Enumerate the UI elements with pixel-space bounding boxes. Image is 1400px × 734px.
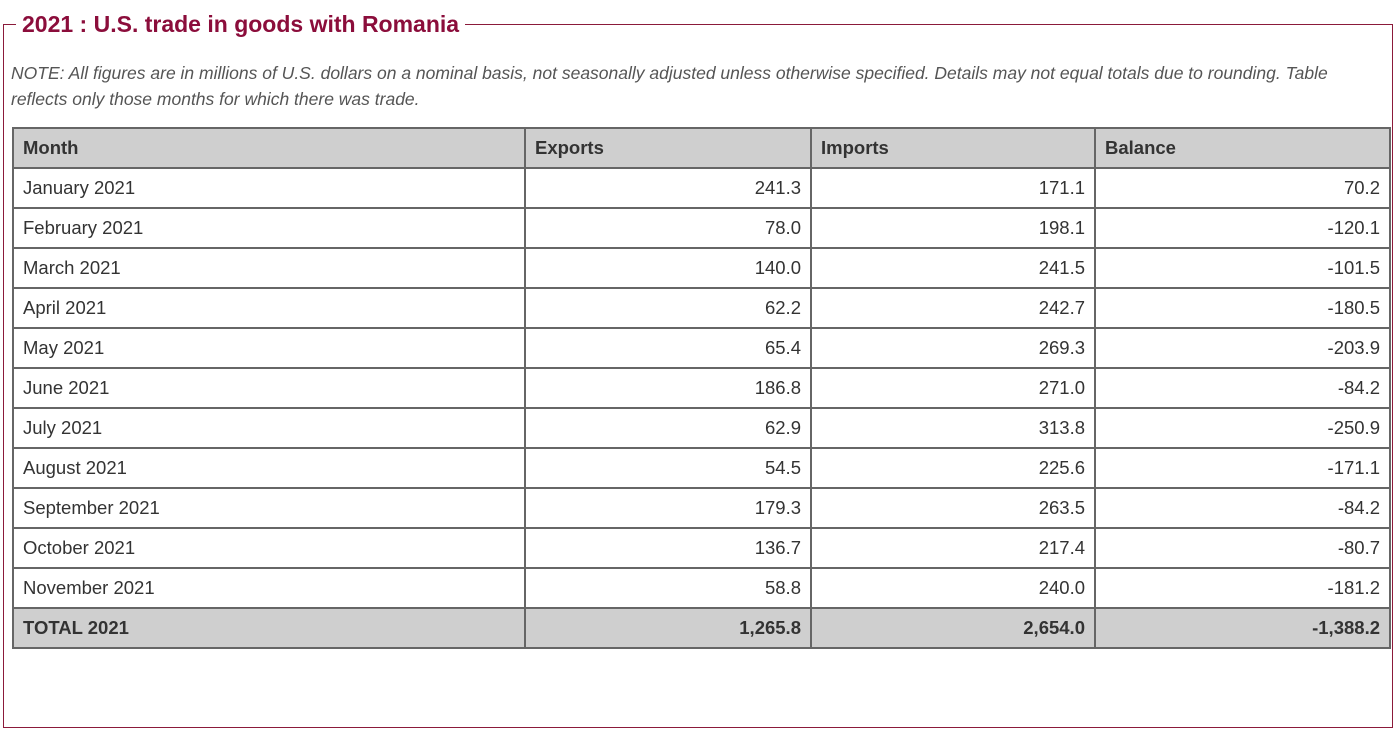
value-cell: 263.5 — [810, 487, 1096, 529]
value-cell: 70.2 — [1094, 167, 1391, 209]
table-row: October 2021 136.7 217.4 -80.7 — [12, 527, 1391, 569]
value-cell: -120.1 — [1094, 207, 1391, 249]
table-row: June 2021 186.8 271.0 -84.2 — [12, 367, 1391, 409]
total-cell: 2,654.0 — [810, 607, 1096, 649]
value-cell: 241.5 — [810, 247, 1096, 289]
total-row: TOTAL 2021 1,265.8 2,654.0 -1,388.2 — [12, 607, 1391, 649]
value-cell: 217.4 — [810, 527, 1096, 569]
value-cell: 171.1 — [810, 167, 1096, 209]
value-cell: 179.3 — [524, 487, 812, 529]
table-row: February 2021 78.0 198.1 -120.1 — [12, 207, 1391, 249]
table-body: January 2021 241.3 171.1 70.2 February 2021 7… — [12, 167, 1391, 649]
month-cell: July 2021 — [12, 407, 526, 449]
value-cell: -80.7 — [1094, 527, 1391, 569]
month-cell: September 2021 — [12, 487, 526, 529]
total-label: TOTAL 2021 — [12, 607, 526, 649]
value-cell: 58.8 — [524, 567, 812, 609]
table-row: March 2021 140.0 241.5 -101.5 — [12, 247, 1391, 289]
value-cell: 271.0 — [810, 367, 1096, 409]
header-row: Month Exports Imports Balance — [12, 127, 1391, 169]
month-cell: March 2021 — [12, 247, 526, 289]
value-cell: 62.9 — [524, 407, 812, 449]
value-cell: -181.2 — [1094, 567, 1391, 609]
month-cell: February 2021 — [12, 207, 526, 249]
value-cell: 54.5 — [524, 447, 812, 489]
trade-table: Month Exports Imports Balance January 2021 2… — [12, 127, 1391, 649]
section-frame — [3, 24, 1393, 728]
value-cell: 225.6 — [810, 447, 1096, 489]
total-cell: -1,388.2 — [1094, 607, 1391, 649]
month-cell: November 2021 — [12, 567, 526, 609]
value-cell: 242.7 — [810, 287, 1096, 329]
value-cell: 65.4 — [524, 327, 812, 369]
month-cell: June 2021 — [12, 367, 526, 409]
value-cell: -203.9 — [1094, 327, 1391, 369]
value-cell: -180.5 — [1094, 287, 1391, 329]
value-cell: 140.0 — [524, 247, 812, 289]
value-cell: 241.3 — [524, 167, 812, 209]
month-cell: January 2021 — [12, 167, 526, 209]
note: NOTE: All figures are in millions of U.S… — [11, 63, 1328, 109]
table-row: January 2021 241.3 171.1 70.2 — [12, 167, 1391, 209]
value-cell: 198.1 — [810, 207, 1096, 249]
month-cell: May 2021 — [12, 327, 526, 369]
table-row: September 2021 179.3 263.5 -84.2 — [12, 487, 1391, 529]
table-row: November 2021 58.8 240.0 -181.2 — [12, 567, 1391, 609]
value-cell: -84.2 — [1094, 487, 1391, 529]
column-header: Month — [12, 127, 526, 169]
column-header: Exports — [524, 127, 812, 169]
value-cell: -250.9 — [1094, 407, 1391, 449]
table-row: August 2021 54.5 225.6 -171.1 — [12, 447, 1391, 489]
value-cell: 269.3 — [810, 327, 1096, 369]
value-cell: 313.8 — [810, 407, 1096, 449]
column-header: Imports — [810, 127, 1096, 169]
table-row: May 2021 65.4 269.3 -203.9 — [12, 327, 1391, 369]
table-head: Month Exports Imports Balance — [12, 127, 1391, 169]
month-cell: October 2021 — [12, 527, 526, 569]
table-row: July 2021 62.9 313.8 -250.9 — [12, 407, 1391, 449]
value-cell: 186.8 — [524, 367, 812, 409]
value-cell: -171.1 — [1094, 447, 1391, 489]
value-cell: 240.0 — [810, 567, 1096, 609]
total-cell: 1,265.8 — [524, 607, 812, 649]
table-row: April 2021 62.2 242.7 -180.5 — [12, 287, 1391, 329]
value-cell: 136.7 — [524, 527, 812, 569]
month-cell: April 2021 — [12, 287, 526, 329]
section-title: 2021 : U.S. trade in goods with Romania — [16, 10, 466, 38]
value-cell: 62.2 — [524, 287, 812, 329]
month-cell: August 2021 — [12, 447, 526, 489]
column-header: Balance — [1094, 127, 1391, 169]
value-cell: -101.5 — [1094, 247, 1391, 289]
value-cell: -84.2 — [1094, 367, 1391, 409]
value-cell: 78.0 — [524, 207, 812, 249]
